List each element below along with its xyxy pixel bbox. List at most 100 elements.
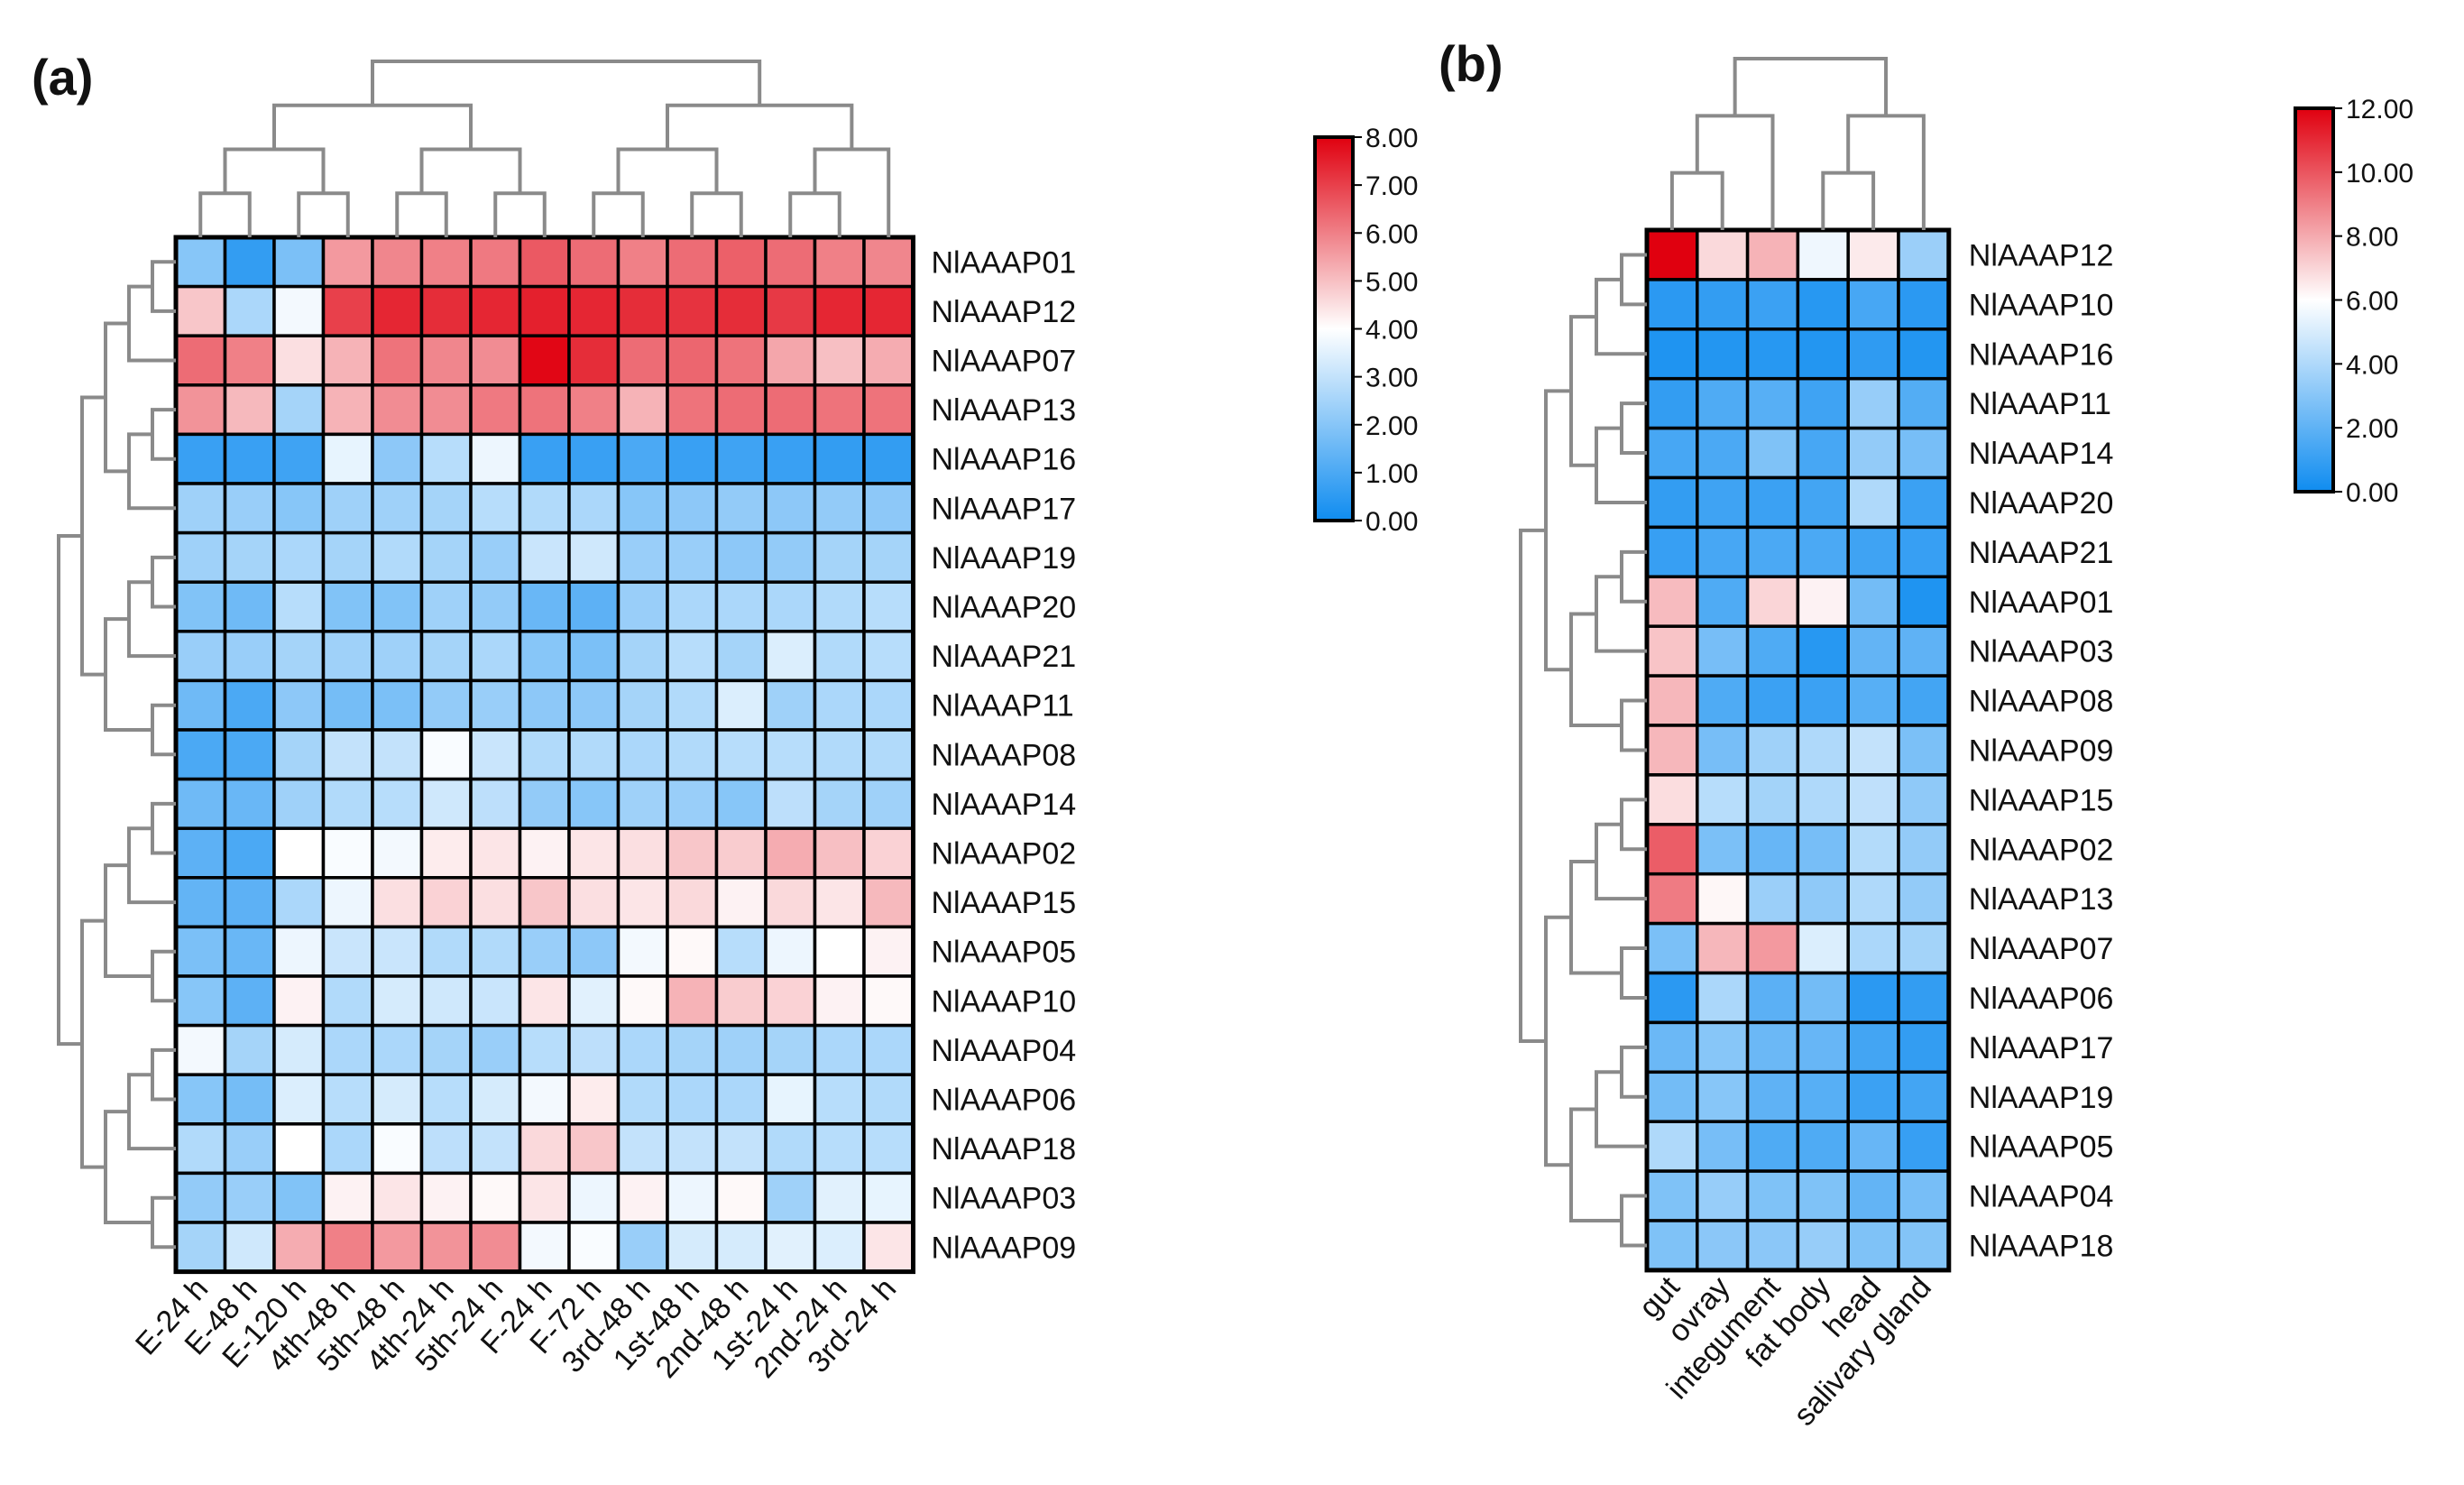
- heatmap-cell: [1745, 1169, 1800, 1222]
- dendrogram-branch: [151, 1195, 176, 1250]
- heatmap-cell: [518, 925, 571, 978]
- heatmap-cell: [174, 1023, 227, 1076]
- heatmap-cell: [862, 235, 915, 289]
- heatmap-cell: [862, 284, 915, 337]
- heatmap-cell: [272, 1122, 326, 1176]
- dendrogram-branch: [272, 103, 473, 150]
- heatmap-cell: [1645, 575, 1699, 628]
- heatmap-cell: [616, 630, 669, 683]
- heatmap-cell: [371, 777, 424, 830]
- row-label: NlAAAP04: [1969, 1180, 2114, 1214]
- heatmap-cell: [371, 530, 424, 584]
- heatmap-cell: [1796, 1020, 1850, 1075]
- heatmap-cell: [1796, 327, 1850, 381]
- heatmap-cell: [714, 678, 768, 732]
- heatmap-cell: [616, 530, 669, 584]
- heatmap-cell: [174, 530, 227, 584]
- row-label: NlAAAP07: [932, 345, 1077, 379]
- heatmap-cell: [813, 1221, 866, 1274]
- heatmap-cell: [813, 334, 866, 387]
- heatmap-cell: [1796, 823, 1850, 876]
- heatmap-cell: [518, 482, 571, 535]
- heatmap-cell: [518, 284, 571, 337]
- heatmap-cell: [272, 530, 326, 584]
- heatmap-cell: [321, 235, 374, 289]
- heatmap-cell: [1897, 575, 1951, 628]
- heatmap-cell: [1897, 823, 1951, 876]
- heatmap-cell: [714, 777, 768, 830]
- heatmap-cell: [518, 334, 571, 387]
- heatmap-cell: [666, 482, 719, 535]
- heatmap-cell: [714, 1023, 768, 1076]
- heatmap-cell: [1745, 921, 1800, 975]
- heatmap-cell: [666, 630, 719, 683]
- heatmap-cell: [174, 974, 227, 1028]
- row-label: NlAAAP08: [1969, 685, 2114, 719]
- row-label: NlAAAP20: [1969, 486, 2114, 521]
- heatmap-cell: [813, 580, 866, 633]
- dendrogram-branch: [104, 1110, 152, 1224]
- heatmap-cell: [371, 826, 424, 880]
- dendrogram-branch: [151, 555, 176, 609]
- heatmap-cell: [1897, 872, 1951, 926]
- colorbar-tick-label: 2.00: [1365, 411, 1418, 441]
- heatmap-cell: [371, 284, 424, 337]
- heatmap-cell: [223, 580, 276, 633]
- colorbar-tick-label: 6.00: [1365, 219, 1418, 249]
- heatmap-cell: [1745, 376, 1800, 430]
- heatmap-cell: [223, 1122, 276, 1176]
- heatmap-cell: [1796, 228, 1850, 281]
- heatmap-cell: [469, 284, 522, 337]
- heatmap-cell: [1696, 872, 1750, 926]
- heatmap-cell: [862, 1122, 915, 1176]
- heatmap-cell: [714, 580, 768, 633]
- row-label: NlAAAP06: [1969, 982, 2114, 1016]
- heatmap-cell: [1696, 575, 1750, 628]
- heatmap-cell: [223, 1073, 276, 1126]
- heatmap-cell: [616, 876, 669, 929]
- row-label: NlAAAP03: [1969, 635, 2114, 669]
- heatmap-cell: [714, 482, 768, 535]
- heatmap-cell: [764, 876, 817, 929]
- heatmap-cell: [764, 1221, 817, 1274]
- heatmap-cell: [764, 1171, 817, 1224]
- heatmap-cell: [616, 1073, 669, 1126]
- heatmap-cell: [469, 334, 522, 387]
- colorbar-tick-label: 4.00: [2346, 350, 2398, 380]
- heatmap-cell: [764, 826, 817, 880]
- heatmap-cell: [616, 728, 669, 781]
- heatmap-cell: [321, 530, 374, 584]
- heatmap-cell: [862, 580, 915, 633]
- heatmap-cell: [1796, 475, 1850, 530]
- heatmap-cell: [862, 334, 915, 387]
- heatmap-cell: [1846, 624, 1900, 678]
- row-label: NlAAAP19: [932, 541, 1077, 576]
- heatmap-cell: [174, 482, 227, 535]
- heatmap-cell: [518, 728, 571, 781]
- heatmap-cell: [272, 432, 326, 485]
- heatmap-cell: [371, 1171, 424, 1224]
- heatmap-cell: [174, 1122, 227, 1176]
- heatmap-cell: [469, 925, 522, 978]
- dendrogram-branch: [127, 826, 176, 905]
- heatmap-cell: [764, 284, 817, 337]
- heatmap-cell: [666, 235, 719, 289]
- heatmap-cell: [518, 432, 571, 485]
- heatmap-cell: [174, 284, 227, 337]
- heatmap-cell: [813, 383, 866, 437]
- dendrogram-branch: [813, 147, 891, 237]
- heatmap-cell: [813, 530, 866, 584]
- heatmap-cell: [321, 432, 374, 485]
- heatmap-cell: [1645, 872, 1699, 926]
- heatmap-cell: [1696, 475, 1750, 530]
- heatmap-cell: [174, 777, 227, 830]
- heatmap-cell: [862, 1221, 915, 1274]
- heatmap-cell: [272, 383, 326, 437]
- row-label: NlAAAP15: [1969, 783, 2114, 817]
- heatmap-cell: [862, 728, 915, 781]
- heatmap-cell: [567, 728, 621, 781]
- panel-a-heatmap: (a) NlAAAP01 NlAAAP12 NlAAAP07 NlAAAP13 NlAA…: [32, 49, 1418, 1385]
- heatmap-cell: [469, 383, 522, 437]
- heatmap-cell: [714, 630, 768, 683]
- heatmap-cell: [1645, 475, 1699, 530]
